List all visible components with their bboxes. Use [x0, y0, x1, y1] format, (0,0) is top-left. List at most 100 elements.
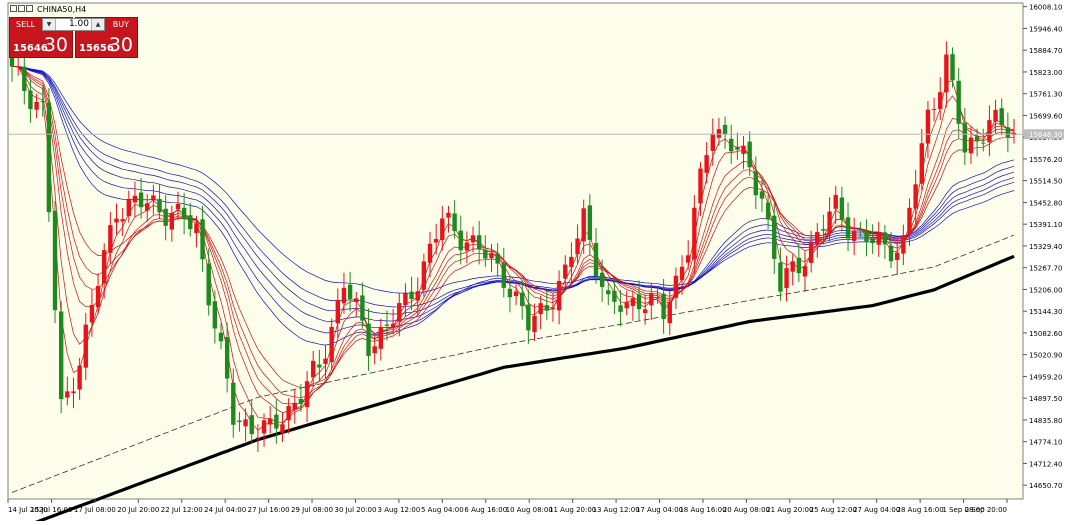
price-label: 15206.00 [1029, 286, 1062, 294]
time-label: 28 Aug 16:00 [897, 506, 944, 514]
candle-body [612, 290, 617, 302]
candle-body [255, 437, 261, 439]
candles-layer [9, 41, 1017, 452]
candle-body [34, 101, 39, 110]
candle-body [22, 66, 27, 92]
candle-body [507, 288, 513, 298]
candle-body [642, 309, 648, 313]
volume-decrease-icon[interactable]: ▼ [43, 19, 56, 30]
candle-body [747, 141, 752, 168]
candle-body [335, 299, 341, 324]
candle-body [956, 80, 961, 124]
current-price-label: 15646.30 [1029, 131, 1062, 139]
candle-body [390, 323, 396, 329]
candle-body [741, 145, 746, 154]
long-ma-line [24, 254, 1015, 525]
candle-body [962, 123, 968, 153]
price-label: 15020.90 [1029, 352, 1062, 360]
candle-body [175, 203, 181, 210]
candle-body [772, 215, 777, 259]
candle-body [532, 315, 537, 332]
price-label: 15576.20 [1029, 156, 1062, 164]
price-label: 14959.20 [1029, 373, 1062, 381]
candle-body [163, 208, 168, 226]
candle-body [40, 101, 45, 103]
candle-body [126, 199, 131, 217]
long-ma-layer [11, 234, 1015, 525]
candle-body [790, 261, 795, 272]
candle-body [722, 124, 728, 135]
price-label: 15761.30 [1029, 91, 1062, 99]
candle-body [181, 207, 187, 220]
candle-body [606, 290, 611, 295]
candle-body [378, 326, 384, 349]
candle-body [599, 272, 605, 287]
candle-body [544, 305, 550, 311]
volume-value[interactable]: 1.00 [68, 19, 89, 29]
slow-ma-line [12, 66, 1015, 308]
buy-price-prefix: 15656 [79, 43, 114, 54]
candle-body [329, 326, 334, 363]
candle-body [292, 402, 297, 410]
price-label: 15514.50 [1029, 178, 1062, 186]
time-label: 18 Aug 16:00 [679, 506, 726, 514]
candle-body [526, 304, 531, 331]
volume-increase-icon[interactable]: ▲ [91, 19, 104, 30]
candle-body [354, 298, 359, 303]
candle-body [882, 232, 888, 245]
candle-body [655, 297, 660, 299]
one-click-trading-panel: SELL 15646 30 BUY 15656 30 ▼ 1.00 ▲ [9, 17, 138, 58]
candle-body [89, 304, 95, 323]
time-label: 10 Aug 08:00 [506, 506, 553, 514]
candle-body [286, 405, 291, 421]
candle-body [65, 391, 70, 398]
candle-body [470, 235, 476, 243]
candle-body [673, 275, 679, 298]
candle-body [200, 219, 205, 260]
candle-body [433, 239, 439, 243]
candle-body [280, 424, 285, 433]
candle-body [138, 192, 144, 208]
time-label: 25 Aug 12:00 [810, 506, 857, 514]
candle-body [347, 284, 353, 299]
candle-body [132, 195, 138, 203]
candle-body [661, 293, 666, 320]
candle-body [821, 229, 826, 231]
time-label: 20 Aug 08:00 [723, 506, 770, 514]
candle-body [415, 291, 420, 301]
candle-body [864, 231, 869, 242]
time-label: 1 Sep 08:00 [942, 506, 984, 514]
time-label: 27 Aug 04:00 [853, 506, 900, 514]
candle-body [593, 242, 599, 276]
candle-body [851, 231, 857, 241]
candle-body [538, 303, 543, 315]
candle-body [15, 66, 21, 68]
candle-body [796, 257, 802, 274]
candle-body [194, 223, 199, 234]
time-label: 21 Aug 20:00 [766, 506, 813, 514]
candle-body [476, 235, 482, 250]
plot-area[interactable] [7, 2, 1024, 500]
current-price-marker [1024, 129, 1064, 140]
candle-body [274, 414, 279, 429]
candle-body [974, 136, 980, 142]
candle-body [267, 418, 273, 425]
candle-body [114, 218, 119, 223]
candle-body [765, 202, 771, 220]
price-axis: 16008.10 15946.40 15884.70 15823.00 15761.30… [1023, 4, 1064, 490]
candle-body [83, 324, 88, 368]
candle-body [839, 197, 845, 220]
candle-body [360, 295, 365, 321]
candle-body [120, 219, 125, 222]
price-label: 15823.00 [1029, 69, 1062, 77]
candle-body [249, 415, 254, 435]
window-icon [10, 5, 17, 12]
price-label: 15699.60 [1029, 112, 1062, 120]
time-label: 29 Jul 08:00 [291, 506, 333, 514]
sell-button[interactable]: SELL 15646 30 [9, 17, 73, 58]
volume-stepper[interactable]: ▼ 1.00 ▲ [42, 18, 105, 31]
candle-body [108, 225, 113, 253]
candle-body [563, 264, 568, 279]
